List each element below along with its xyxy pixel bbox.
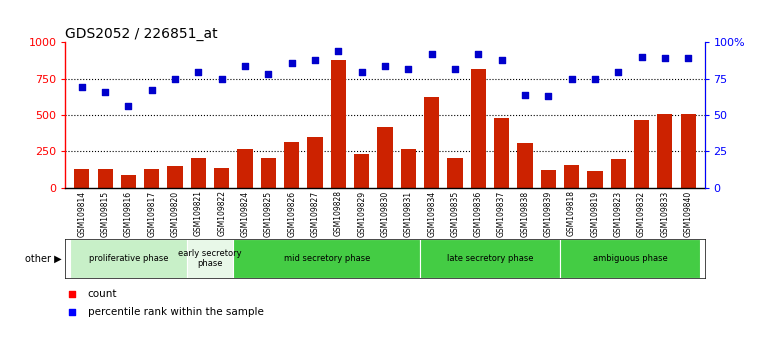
Bar — [658, 114, 672, 188]
Point — [472, 51, 484, 57]
Text: ambiguous phase: ambiguous phase — [593, 254, 668, 263]
Bar — [74, 169, 89, 188]
Text: count: count — [88, 289, 117, 299]
Point — [263, 72, 275, 77]
Bar — [187, 239, 233, 278]
Bar — [354, 154, 370, 188]
Point — [682, 56, 695, 61]
Bar — [168, 166, 182, 188]
Point — [542, 93, 554, 99]
Point — [122, 103, 135, 109]
Bar — [98, 170, 112, 188]
Bar — [237, 149, 253, 188]
Text: GDS2052 / 226851_at: GDS2052 / 226851_at — [65, 28, 218, 41]
Bar — [307, 137, 323, 188]
Bar — [214, 168, 229, 188]
Point — [239, 63, 251, 69]
Point — [65, 291, 78, 297]
Point — [659, 56, 671, 61]
Point — [286, 60, 298, 65]
Bar — [470, 69, 486, 188]
Point — [635, 54, 648, 60]
Bar — [284, 142, 300, 188]
Point — [169, 76, 181, 81]
Point — [65, 309, 78, 314]
Bar — [261, 158, 276, 188]
Point — [309, 57, 321, 63]
Point — [612, 69, 624, 74]
Text: percentile rank within the sample: percentile rank within the sample — [88, 307, 263, 316]
Text: early secretory
phase: early secretory phase — [178, 249, 242, 268]
Point — [565, 76, 578, 81]
Bar — [447, 158, 463, 188]
Bar — [233, 239, 420, 278]
Bar — [634, 120, 649, 188]
Point — [146, 87, 158, 93]
Text: proliferative phase: proliferative phase — [89, 254, 168, 263]
Point — [495, 57, 507, 63]
Point — [426, 51, 438, 57]
Point — [99, 89, 111, 95]
Point — [75, 85, 88, 90]
Text: other ▶: other ▶ — [25, 253, 62, 263]
Bar — [541, 170, 556, 188]
Point — [589, 76, 601, 81]
Bar — [377, 127, 393, 188]
Bar — [400, 149, 416, 188]
Bar — [420, 239, 560, 278]
Point — [519, 92, 531, 98]
Text: mid secretory phase: mid secretory phase — [283, 254, 370, 263]
Point — [332, 48, 344, 54]
Bar — [560, 239, 700, 278]
Bar — [611, 159, 626, 188]
Bar — [191, 158, 206, 188]
Text: late secretory phase: late secretory phase — [447, 254, 533, 263]
Bar — [331, 60, 346, 188]
Bar — [588, 171, 602, 188]
Bar — [424, 97, 439, 188]
Point — [449, 66, 461, 72]
Bar — [144, 169, 159, 188]
Point — [216, 76, 228, 81]
Bar — [121, 175, 136, 188]
Point — [402, 66, 414, 72]
Point — [192, 69, 205, 74]
Bar — [681, 114, 696, 188]
Bar — [517, 143, 533, 188]
Bar — [564, 165, 579, 188]
Point — [379, 63, 391, 69]
Point — [356, 69, 368, 74]
Bar — [70, 239, 187, 278]
Bar — [494, 118, 509, 188]
